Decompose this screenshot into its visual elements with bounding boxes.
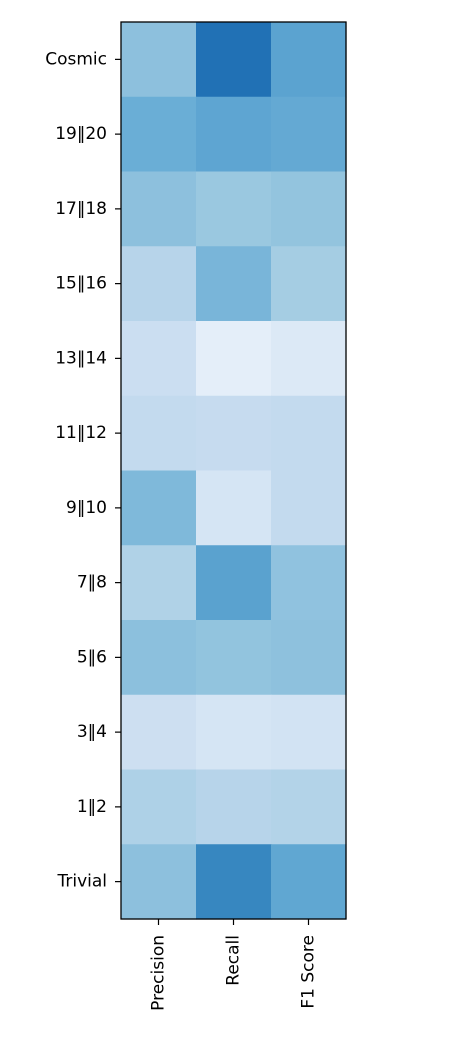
heatmap-cell [121,545,197,621]
heatmap-cell [121,171,197,247]
heatmap-cell [196,470,272,546]
heatmap-cell [271,769,347,845]
heatmap-cell [196,171,272,247]
heatmap-cell [196,545,272,621]
y-tick-label: 5‖6 [77,647,107,667]
y-tick-label: 9‖10 [66,498,107,518]
y-tick-label: 17‖18 [55,199,107,219]
heatmap-cell [271,96,347,173]
heatmap-cell [271,22,347,98]
heatmap-cell [121,470,197,546]
y-tick-label: Cosmic [45,49,107,69]
y-axis-ticks: Cosmic 19‖20 17‖18 15‖16 13‖14 11‖12 9‖10 7‖8 5‖… [45,49,121,892]
heatmap-cells [121,22,347,920]
heatmap-cell [196,22,272,98]
heatmap-cell [121,769,197,845]
x-tick-label: Recall [224,935,244,986]
heatmap-cell [271,470,347,546]
x-tick-label: F1 Score [299,935,319,1009]
heatmap-cell [271,545,347,621]
heatmap-cell [196,246,272,322]
heatmap-cell [121,620,197,696]
heatmap-cell [271,620,347,696]
heatmap-cell [121,395,197,472]
y-tick-label: Trivial [56,872,107,892]
y-tick-label: 1‖2 [77,797,107,817]
y-tick-label: 13‖14 [55,348,107,368]
heatmap-cell [196,769,272,845]
y-tick-label: 19‖20 [55,124,107,144]
heatmap-cell [196,321,272,397]
y-tick-label: 11‖12 [55,423,107,443]
heatmap-cell [121,246,197,322]
y-tick-label: 3‖4 [77,722,107,742]
heatmap-cell [121,844,197,920]
heatmap-cell [121,96,197,173]
y-tick-label: 15‖16 [55,274,107,294]
heatmap-cell [196,395,272,472]
heatmap-cell [271,844,347,920]
heatmap-cell [196,620,272,696]
heatmap-cell [121,22,197,98]
y-tick-label: 7‖8 [77,573,107,593]
heatmap-cell [196,96,272,173]
heatmap-cell [271,171,347,247]
x-tick-label: Precision [149,935,169,1011]
heatmap-cell [271,246,347,322]
heatmap-cell [121,694,197,771]
heatmap-cell [196,844,272,920]
heatmap-cell [271,694,347,771]
heatmap-cell [271,395,347,472]
x-axis-ticks: Precision Recall F1 Score [149,919,319,1011]
heatmap-cell [121,321,197,397]
heatmap-cell [196,694,272,771]
heatmap-cell [271,321,347,397]
